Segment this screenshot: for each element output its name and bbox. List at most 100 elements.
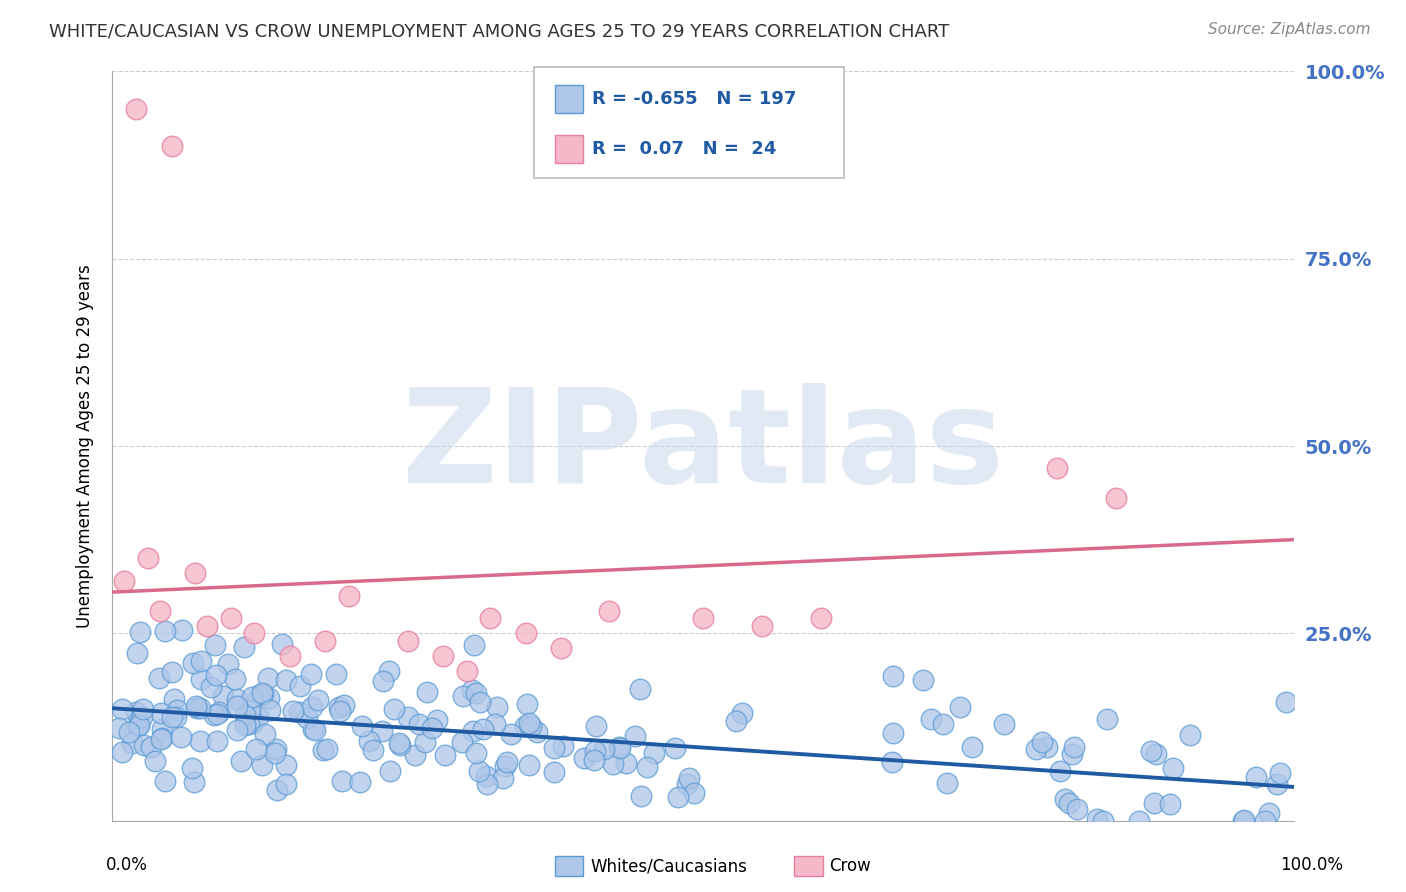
Point: [184, 698, 207, 713]
Point: [150, 731, 173, 745]
Point: [882, 669, 904, 683]
Point: [474, 769, 496, 783]
Point: [692, 611, 714, 625]
Point: [149, 731, 172, 746]
Text: R =  0.07   N =  24: R = 0.07 N = 24: [592, 140, 776, 158]
Point: [1140, 743, 1163, 757]
Point: [678, 771, 700, 785]
Point: [165, 710, 187, 724]
Point: [1087, 812, 1109, 826]
Point: [602, 757, 624, 772]
Point: [202, 708, 225, 723]
Point: [1233, 813, 1256, 827]
Point: [1274, 695, 1296, 709]
Point: [993, 716, 1015, 731]
Point: [1097, 712, 1119, 726]
Point: [111, 745, 134, 759]
Point: [1025, 742, 1047, 756]
Point: [139, 739, 162, 754]
Point: [551, 739, 574, 754]
Text: WHITE/CAUCASIAN VS CROW UNEMPLOYMENT AMONG AGES 25 TO 29 YEARS CORRELATION CHART: WHITE/CAUCASIAN VS CROW UNEMPLOYMENT AMO…: [49, 22, 949, 40]
Point: [484, 717, 506, 731]
Point: [426, 713, 449, 727]
Point: [932, 717, 955, 731]
Point: [207, 707, 229, 722]
Point: [200, 681, 222, 695]
Point: [131, 710, 153, 724]
Y-axis label: Unemployment Among Ages 25 to 29 years: Unemployment Among Ages 25 to 29 years: [76, 264, 94, 628]
Point: [583, 744, 606, 758]
Point: [235, 708, 257, 723]
Point: [247, 689, 270, 703]
Point: [190, 734, 212, 748]
Point: [278, 648, 301, 663]
Point: [461, 724, 484, 739]
Point: [314, 633, 336, 648]
Point: [492, 771, 515, 785]
Point: [1268, 766, 1291, 780]
Point: [302, 722, 325, 736]
Point: [461, 682, 484, 697]
Point: [128, 718, 150, 732]
Point: [304, 723, 326, 737]
Point: [274, 777, 297, 791]
Point: [315, 742, 337, 756]
Point: [245, 742, 267, 756]
Point: [751, 619, 773, 633]
Point: [643, 747, 665, 761]
Text: 0.0%: 0.0%: [105, 856, 148, 874]
Point: [463, 638, 485, 652]
Point: [1254, 814, 1277, 828]
Point: [204, 638, 226, 652]
Point: [121, 736, 143, 750]
Point: [404, 748, 426, 763]
Point: [1265, 777, 1288, 791]
Point: [225, 698, 247, 713]
Point: [350, 718, 373, 732]
Point: [274, 757, 297, 772]
Point: [190, 655, 212, 669]
Point: [270, 637, 292, 651]
Point: [396, 633, 419, 648]
Point: [543, 740, 565, 755]
Point: [880, 755, 903, 769]
Point: [149, 604, 172, 618]
Point: [630, 789, 652, 803]
Point: [494, 759, 516, 773]
Point: [264, 742, 287, 756]
Point: [266, 783, 288, 797]
Point: [205, 667, 228, 681]
Point: [250, 686, 273, 700]
Point: [337, 589, 360, 603]
Point: [170, 730, 193, 744]
Point: [382, 702, 405, 716]
Text: ZIPatlas: ZIPatlas: [402, 383, 1004, 509]
Point: [501, 727, 523, 741]
Point: [526, 725, 548, 739]
Point: [371, 723, 394, 738]
Point: [598, 604, 620, 618]
Point: [136, 551, 159, 566]
Point: [682, 786, 704, 800]
Point: [1063, 739, 1085, 754]
Text: 100.0%: 100.0%: [1279, 856, 1343, 874]
Point: [593, 741, 616, 756]
Point: [1159, 797, 1181, 811]
Point: [432, 648, 454, 663]
Point: [475, 777, 498, 791]
Point: [572, 750, 595, 764]
Point: [239, 703, 262, 717]
Point: [1046, 461, 1069, 475]
Point: [208, 705, 231, 719]
Point: [377, 664, 399, 678]
Point: [207, 734, 229, 748]
Point: [128, 624, 150, 639]
Point: [349, 774, 371, 789]
Point: [628, 681, 651, 696]
Point: [290, 680, 312, 694]
Point: [1143, 796, 1166, 810]
Point: [211, 690, 233, 704]
Point: [1105, 491, 1128, 506]
Point: [190, 672, 212, 686]
Point: [1144, 747, 1167, 762]
